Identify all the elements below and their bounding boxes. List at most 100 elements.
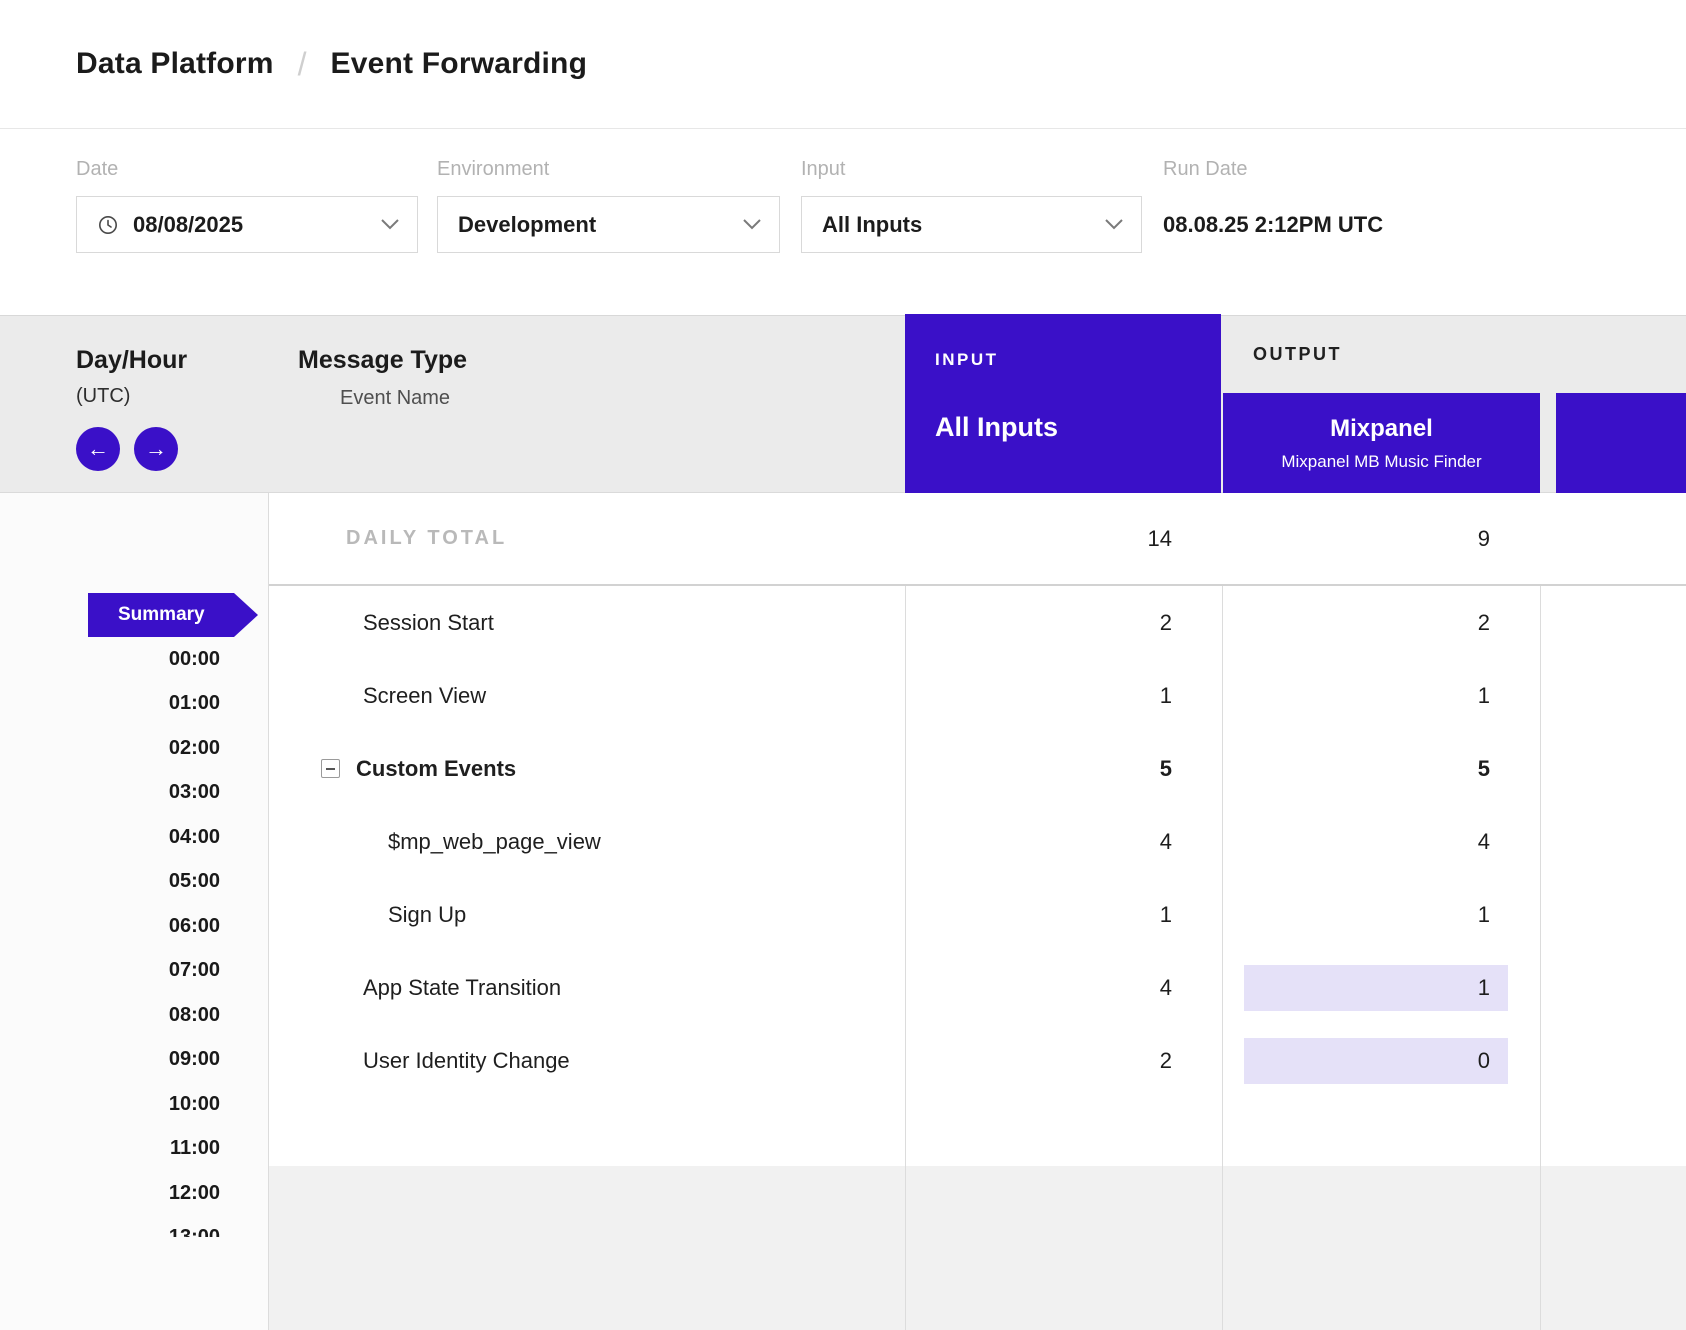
output-column-header: Mixpanel Mixpanel MB Music Finder: [1223, 393, 1540, 493]
input-column-header: INPUT All Inputs: [905, 314, 1221, 493]
row-input-value: 2: [1159, 609, 1172, 635]
hour-item[interactable]: 07:00: [168, 959, 220, 982]
input-eyebrow: INPUT: [935, 350, 999, 369]
row-output-value: 5: [1477, 756, 1490, 781]
daily-total-label: DAILY TOTAL: [346, 527, 508, 549]
hour-item[interactable]: 13:00: [0, 1216, 220, 1237]
column-divider: [1540, 493, 1541, 1330]
output-column-partial: [1556, 393, 1686, 493]
input-select-value: All Inputs: [822, 211, 923, 237]
row-label: App State Transition: [363, 974, 562, 1000]
environment-filter-label: Environment: [437, 158, 550, 180]
column-divider: [905, 493, 906, 1330]
hour-item[interactable]: 10:00: [168, 1092, 220, 1115]
hours-list: 00:00 01:00 02:00 03:00 04:00 05:00 06:0…: [0, 637, 220, 1237]
hour-item[interactable]: 12:00: [168, 1181, 220, 1204]
daily-total-input: 14: [1147, 525, 1172, 551]
input-filter-label: Input: [801, 158, 846, 180]
highlighted-output-value: 0: [1244, 1037, 1508, 1084]
table-row: Session Start 2 2: [269, 586, 1686, 659]
hour-item[interactable]: 09:00: [168, 1048, 220, 1071]
breadcrumb-page: Event Forwarding: [330, 47, 588, 80]
table-row: User Identity Change 2 0: [269, 1024, 1686, 1097]
previous-day-button[interactable]: ←: [76, 427, 120, 471]
row-output-value: 1: [1477, 683, 1490, 708]
daily-total-output: 9: [1477, 525, 1490, 551]
clock-icon: [97, 214, 119, 236]
summary-tab[interactable]: Summary: [88, 593, 258, 637]
row-label: User Identity Change: [363, 1047, 570, 1073]
event-name-subtitle: Event Name: [340, 387, 451, 409]
day-hour-header: Day/Hour (UTC): [76, 346, 187, 408]
breadcrumb: Data Platform / Event Forwarding: [0, 0, 1686, 129]
output-column-title: Mixpanel: [1330, 414, 1433, 442]
date-filter-label: Date: [76, 158, 119, 180]
next-day-button[interactable]: →: [134, 427, 178, 471]
grid-body-empty-area: [269, 1166, 1686, 1330]
table-row: Sign Up 1 1: [269, 878, 1686, 951]
row-input-value: 5: [1159, 755, 1172, 781]
chevron-down-icon: [381, 219, 399, 230]
arrow-right-icon: →: [145, 436, 167, 461]
input-filter: Input All Inputs: [801, 158, 1142, 253]
hour-item[interactable]: 11:00: [169, 1137, 220, 1160]
input-select[interactable]: All Inputs: [801, 196, 1142, 253]
table-row: App State Transition 4 1: [269, 951, 1686, 1024]
date-select-value: 08/08/2025: [133, 211, 244, 237]
row-label: Custom Events: [269, 756, 905, 782]
input-column-title: All Inputs: [935, 412, 1058, 442]
daily-total-row: DAILY TOTAL 14 9: [269, 493, 1686, 586]
row-output-value: 4: [1477, 829, 1490, 854]
row-label: Sign Up: [388, 901, 467, 927]
row-input-value: 1: [1159, 901, 1172, 927]
chevron-down-icon: [1105, 219, 1123, 230]
hour-item[interactable]: 06:00: [168, 914, 220, 937]
breadcrumb-separator: /: [297, 45, 307, 82]
arrow-left-icon: ←: [87, 436, 109, 461]
event-grid: Day/Hour (UTC) ← → Message Type Event Na…: [0, 314, 1686, 1330]
row-label: $mp_web_page_view: [388, 828, 601, 854]
run-date-label: Run Date: [1163, 158, 1248, 180]
environment-filter: Environment Development: [437, 158, 780, 253]
row-input-value: 2: [1159, 1047, 1172, 1073]
row-label: Session Start: [363, 609, 494, 635]
collapse-toggle-icon[interactable]: [321, 759, 340, 778]
row-input-value: 4: [1159, 974, 1172, 1000]
message-type-title: Message Type: [298, 346, 468, 374]
table-row: Custom Events 5 5: [269, 732, 1686, 805]
hour-item[interactable]: 03:00: [168, 781, 220, 804]
hour-item[interactable]: 08:00: [168, 1003, 220, 1026]
highlighted-output-value: 1: [1244, 964, 1508, 1011]
row-output-value: 2: [1477, 610, 1490, 635]
hour-item[interactable]: 01:00: [168, 692, 220, 715]
output-column-subtitle: Mixpanel MB Music Finder: [1281, 451, 1482, 471]
hour-item[interactable]: 00:00: [168, 647, 220, 670]
day-hour-subtitle: (UTC): [76, 385, 131, 407]
chevron-down-icon: [743, 219, 761, 230]
date-select[interactable]: 08/08/2025: [76, 196, 418, 253]
hour-item[interactable]: 05:00: [168, 870, 220, 893]
row-output-value: 1: [1477, 902, 1490, 927]
row-label: Screen View: [363, 682, 487, 708]
hour-item[interactable]: 02:00: [168, 736, 220, 759]
row-label-text: Custom Events: [356, 755, 517, 781]
row-input-value: 4: [1159, 828, 1172, 854]
environment-select[interactable]: Development: [437, 196, 780, 253]
hour-item[interactable]: 04:00: [168, 825, 220, 848]
message-type-header: Message Type Event Name: [298, 346, 467, 410]
breadcrumb-section[interactable]: Data Platform: [76, 47, 274, 80]
environment-select-value: Development: [458, 211, 597, 237]
table-row: $mp_web_page_view 4 4: [269, 805, 1686, 878]
table-row: Screen View 1 1: [269, 659, 1686, 732]
day-navigation: ← →: [76, 427, 178, 471]
filter-bar: Date 08/08/2025 Environment Development: [0, 130, 1686, 315]
run-date-value: 08.08.25 2:12PM UTC: [1163, 211, 1384, 237]
date-filter: Date 08/08/2025: [76, 158, 418, 253]
output-eyebrow: OUTPUT: [1253, 344, 1342, 364]
event-rows: Session Start 2 2 Screen View 1 1 Custom…: [269, 586, 1686, 1097]
run-date-filter: Run Date 08.08.25 2:12PM UTC: [1163, 158, 1383, 253]
day-hour-title: Day/Hour: [76, 346, 188, 374]
row-input-value: 1: [1159, 682, 1172, 708]
column-divider: [268, 316, 269, 1330]
